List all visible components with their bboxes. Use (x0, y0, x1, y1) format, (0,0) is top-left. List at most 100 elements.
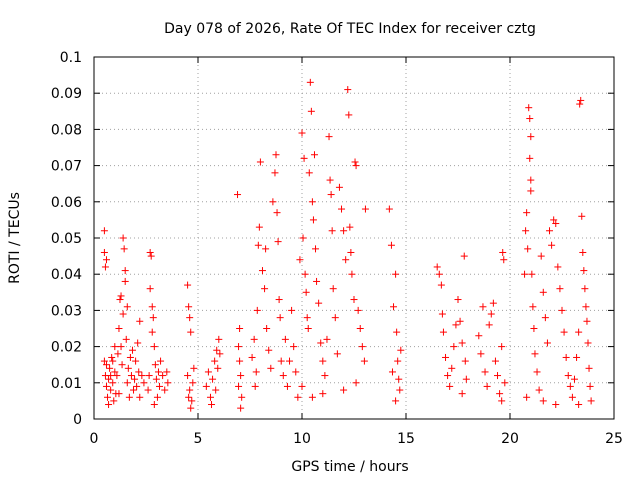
y-axis-label: ROTI / TECUs (7, 192, 23, 284)
data-point (448, 364, 456, 372)
data-point (132, 357, 140, 365)
data-point (395, 375, 403, 383)
data-point (115, 390, 123, 398)
data-point (387, 241, 395, 249)
data-point (237, 404, 245, 412)
data-point (185, 393, 193, 401)
data-point (541, 314, 549, 322)
data-point (460, 252, 468, 260)
data-point (265, 346, 273, 354)
data-point (261, 285, 269, 293)
data-point (564, 372, 572, 380)
data-point (161, 386, 169, 394)
x-tick-label: 25 (605, 431, 623, 447)
data-point (279, 372, 287, 380)
data-point (345, 111, 353, 119)
data-point (321, 372, 329, 380)
data-point (475, 332, 483, 340)
data-point (269, 198, 277, 206)
data-point (123, 379, 131, 387)
chart-title: Day 078 of 2026, Rate Of TEC Index for r… (164, 21, 536, 37)
data-point (106, 364, 114, 372)
data-point (100, 357, 108, 365)
data-point (317, 339, 325, 347)
data-point (274, 238, 282, 246)
data-point (102, 382, 110, 390)
data-point (127, 372, 135, 380)
data-point (298, 129, 306, 137)
data-point (527, 176, 535, 184)
data-point (433, 263, 441, 271)
data-point (147, 252, 155, 260)
data-point (113, 372, 121, 380)
data-point (281, 335, 289, 343)
data-point (397, 346, 405, 354)
data-point (151, 361, 159, 369)
x-tick-label: 5 (194, 431, 203, 447)
y-tick-label: 0 (73, 412, 82, 428)
data-point (286, 357, 294, 365)
x-tick-label: 10 (293, 431, 311, 447)
data-point (462, 375, 470, 383)
data-point (135, 368, 143, 376)
data-point (319, 390, 327, 398)
data-point (109, 379, 117, 387)
data-point (204, 368, 212, 376)
data-point (190, 364, 198, 372)
data-point (485, 321, 493, 329)
data-point (352, 379, 360, 387)
data-point (438, 310, 446, 318)
data-point (308, 393, 316, 401)
data-point (119, 234, 127, 242)
data-point (271, 169, 279, 177)
data-point (491, 357, 499, 365)
data-point (526, 115, 534, 123)
data-point (134, 339, 142, 347)
data-point (552, 401, 560, 409)
data-point (102, 256, 110, 264)
data-point (302, 288, 310, 296)
data-point (531, 350, 539, 358)
data-point (587, 397, 595, 405)
data-point (439, 328, 447, 336)
data-point (312, 245, 320, 253)
data-point (523, 393, 531, 401)
data-point (115, 325, 123, 332)
data-point (118, 361, 126, 369)
data-point (560, 328, 568, 336)
data-point (111, 368, 119, 376)
data-point (581, 285, 589, 293)
data-point (568, 393, 576, 401)
data-point (186, 314, 194, 322)
data-point (313, 277, 321, 285)
data-point (136, 317, 144, 325)
data-point (208, 401, 216, 409)
data-point (501, 379, 509, 387)
data-point (248, 353, 256, 361)
data-point (361, 205, 369, 213)
data-point (435, 270, 443, 278)
data-point (392, 270, 400, 278)
data-point (394, 357, 402, 365)
data-point (187, 404, 195, 412)
data-point (100, 248, 108, 256)
data-point (214, 364, 222, 372)
data-point (556, 285, 564, 293)
data-points (100, 78, 595, 412)
data-point (188, 397, 196, 405)
data-point (308, 198, 316, 206)
data-point (444, 372, 452, 380)
data-point (340, 227, 348, 235)
data-point (543, 339, 551, 347)
data-point (131, 375, 139, 383)
data-point (496, 390, 504, 398)
data-point (263, 325, 271, 332)
data-point (452, 321, 460, 329)
data-point (335, 183, 343, 191)
data-point (250, 335, 258, 343)
data-point (292, 368, 300, 376)
data-point (338, 205, 346, 213)
data-point (299, 234, 307, 242)
data-point (356, 325, 364, 332)
